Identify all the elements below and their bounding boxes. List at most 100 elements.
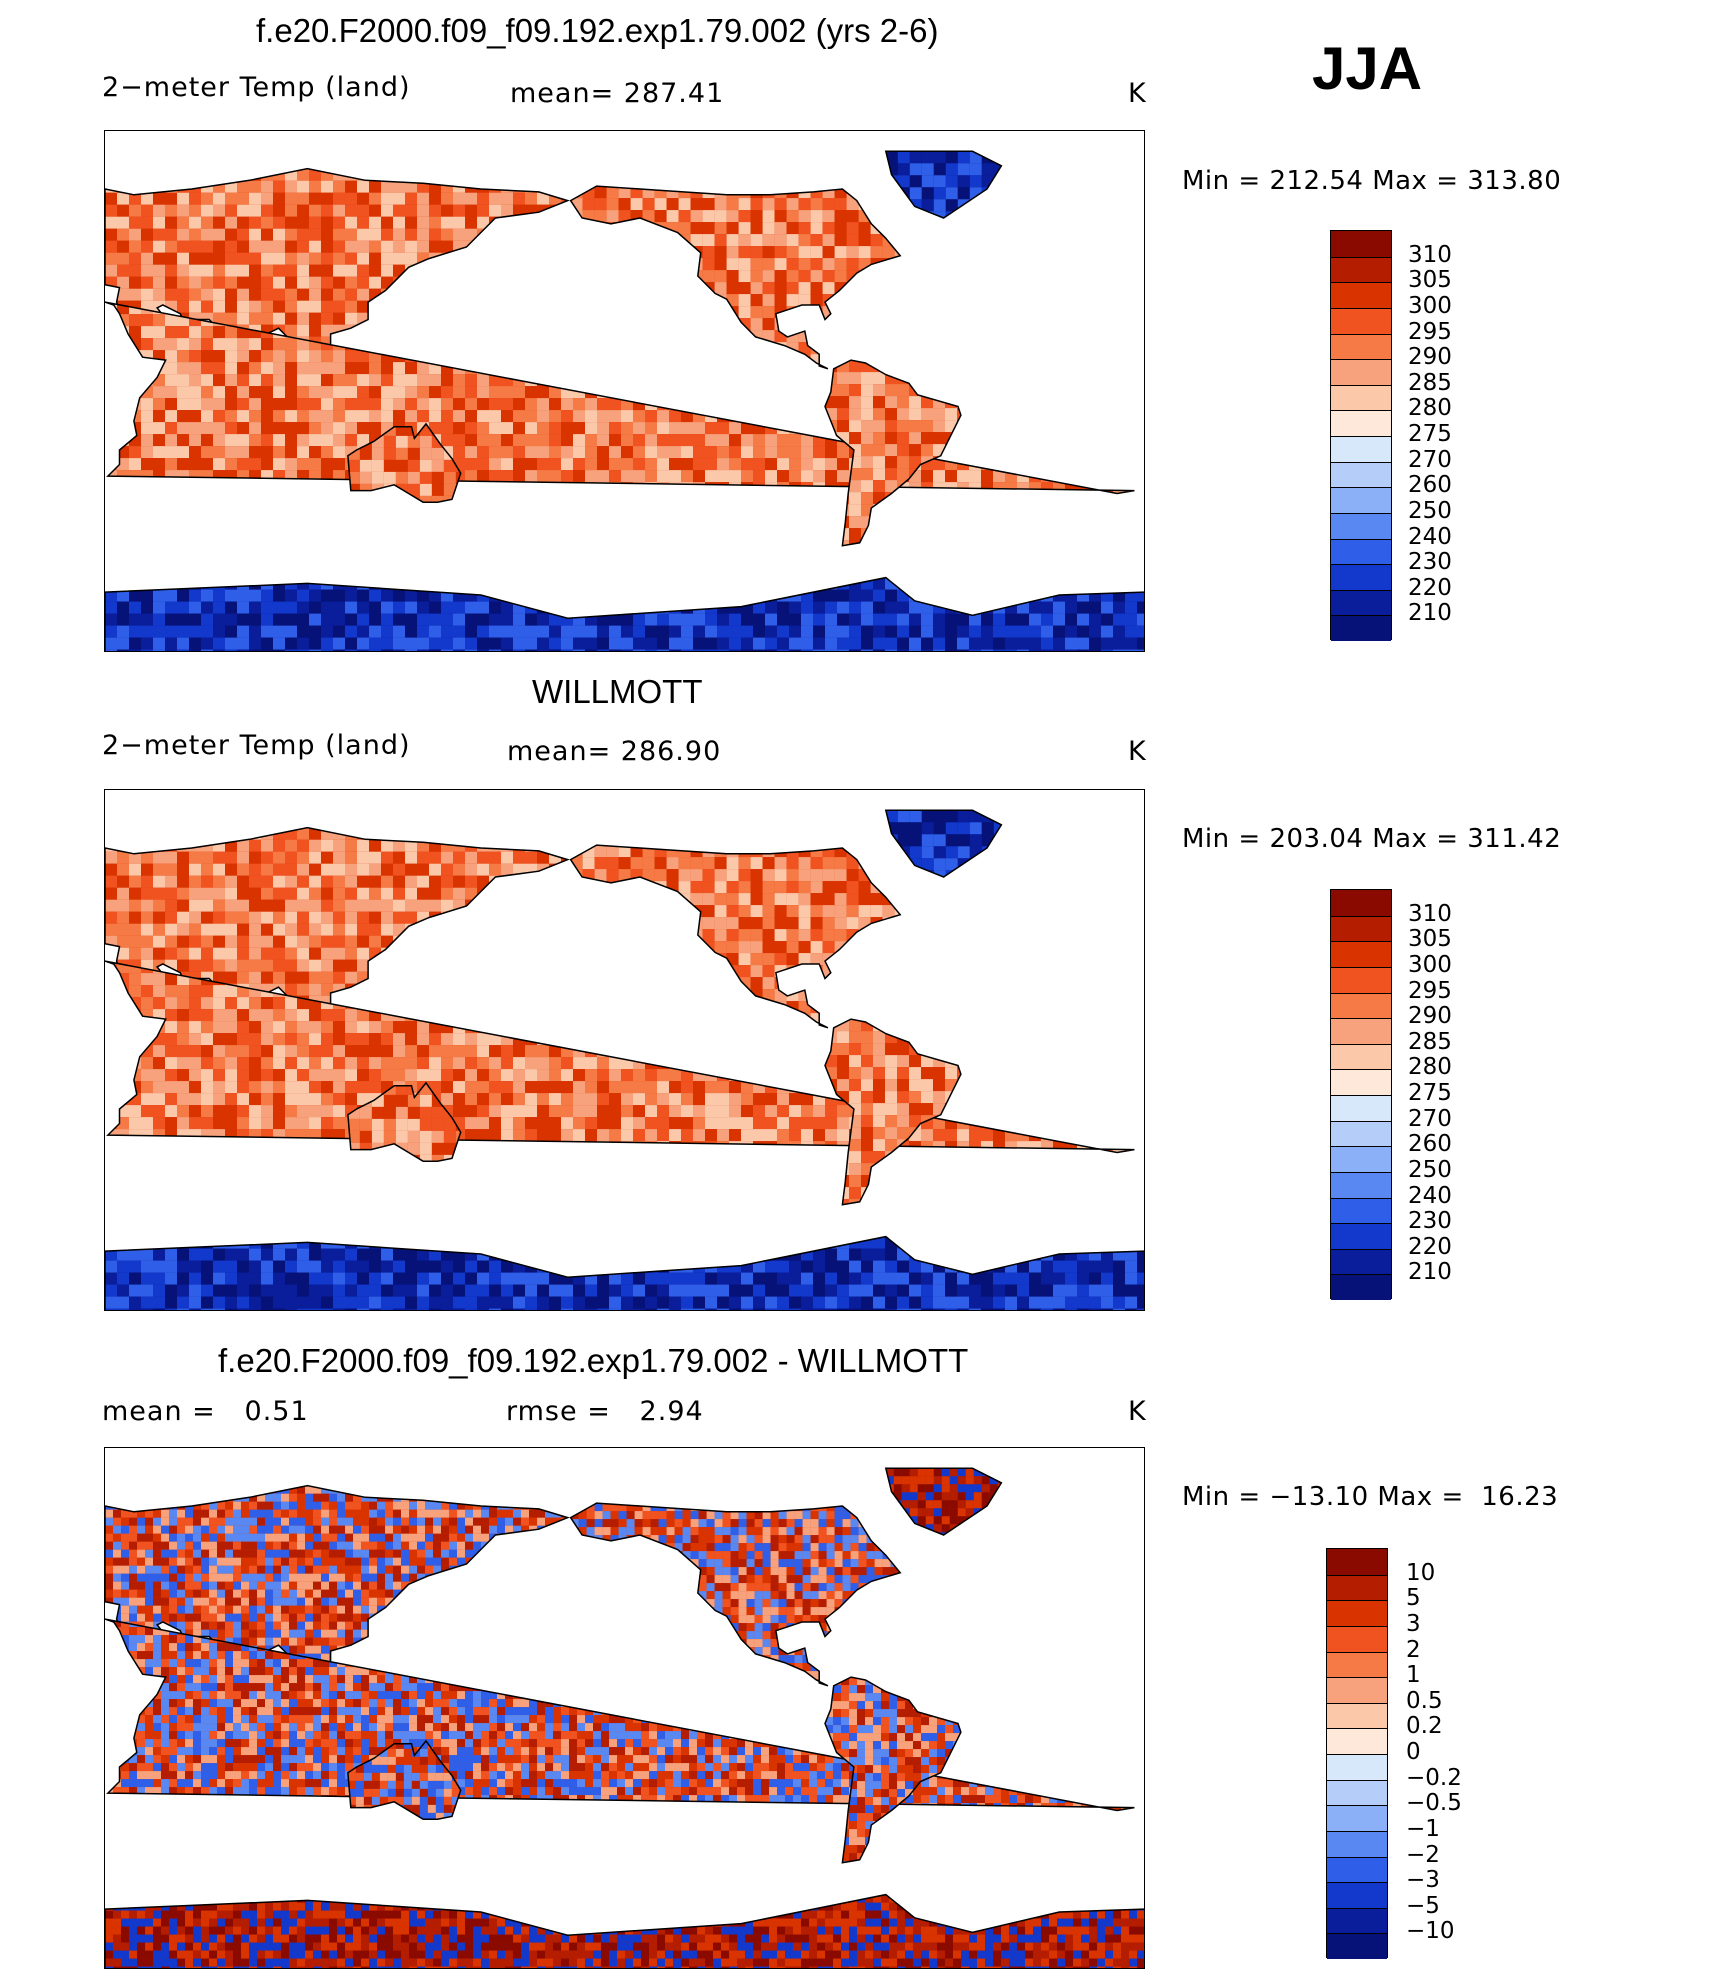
colorbar-tick-label: 3 [1406,1610,1421,1637]
colorbar-tick-label: 230 [1408,1208,1452,1235]
colorbar-tick-label: 285 [1408,369,1452,396]
colorbar-box [1327,1856,1387,1883]
colorbar-box [1327,1882,1387,1908]
coastline-greenland [884,809,1003,878]
colorbar-tick-label: 300 [1408,292,1452,319]
colorbar-tick-label: 290 [1408,344,1452,371]
colorbar-tick-label: 305 [1408,926,1452,953]
colorbar-box [1327,1677,1387,1703]
coastline-namerica [569,844,902,1029]
colorbar-box [1331,1248,1391,1275]
colorbar-tick-label: 240 [1408,1182,1452,1209]
coastline-antarctica [105,1235,1144,1310]
colorbar-tick-label: 210 [1408,600,1452,627]
coastline-greenland [884,1467,1003,1536]
colorbar-tick-label: 305 [1408,267,1452,294]
colorbar-box [1331,1018,1391,1044]
coastline-antarctica [105,1893,1144,1968]
coastline-samerica [824,359,962,547]
colorbar-tick-label: −10 [1406,1918,1455,1945]
colorbar-box [1331,231,1391,257]
colorbar-box [1331,1274,1391,1300]
panel-1-colorbar [1330,230,1392,641]
panel-2-colorbar [1330,889,1392,1300]
colorbar-box [1331,992,1391,1019]
panel-3-mean-label: mean = 0.51 [102,1396,309,1427]
colorbar-box [1331,589,1391,616]
colorbar-tick-label: 310 [1408,900,1452,927]
colorbar-tick-label: −5 [1406,1892,1440,1919]
colorbar-tick-label: 2 [1406,1636,1421,1663]
coastline-africa [105,301,1135,495]
colorbar-box [1327,1600,1387,1626]
world-map-svg [105,809,1144,1310]
colorbar-tick-label: −3 [1406,1867,1440,1894]
colorbar-box [1331,1069,1391,1095]
colorbar-tick-label: 5 [1406,1585,1421,1612]
colorbar-box [1331,359,1391,385]
panel-2-map [104,789,1145,1311]
landmass-namerica [570,845,901,1028]
colorbar-tick-label: 270 [1408,446,1452,473]
colorbar-tick-label: 290 [1408,1003,1452,1030]
season-label: JJA [1312,35,1423,102]
colorbar-box [1331,1223,1391,1249]
colorbar-box [1331,333,1391,360]
colorbar-tick-label: 260 [1408,472,1452,499]
panel-2-units-label: K [1128,736,1147,767]
panel-2-variable-label: 2−meter Temp (land) [102,730,411,761]
colorbar-box [1327,1651,1387,1678]
colorbar-box [1331,538,1391,565]
colorbar-box [1331,1146,1391,1172]
colorbar-box [1331,1043,1391,1070]
coastline-australia [347,1739,462,1820]
colorbar-box [1327,1779,1387,1806]
colorbar-box [1327,1574,1387,1601]
colorbar-box [1327,1830,1387,1857]
colorbar-box [1327,1805,1387,1831]
colorbar-box [1331,1197,1391,1224]
panel-3-title: f.e20.F2000.f09_f09.192.exp1.79.002 - WI… [218,1342,969,1379]
colorbar-tick-label: 230 [1408,549,1452,576]
colorbar-tick-label: −1 [1406,1815,1440,1842]
panel-2-mean-label: mean= 286.90 [507,736,722,767]
coastline-australia [347,422,462,503]
colorbar-tick-label: 250 [1408,1156,1452,1183]
world-map-svg [105,1467,1144,1968]
colorbar-box [1327,1549,1387,1575]
colorbar-tick-label: 260 [1408,1131,1452,1158]
colorbar-tick-label: −0.5 [1406,1790,1462,1817]
colorbar-tick-label: 280 [1408,395,1452,422]
colorbar-box [1331,461,1391,488]
colorbar-box [1331,564,1391,590]
colorbar-box [1327,1702,1387,1729]
coastline-samerica [824,1676,962,1864]
colorbar-box [1331,915,1391,942]
panel-1-variable-label: 2−meter Temp (land) [102,72,411,103]
colorbar-tick-label: 285 [1408,1028,1452,1055]
colorbar-box [1327,1933,1387,1959]
colorbar-tick-label: 10 [1406,1559,1436,1586]
colorbar-box [1331,1095,1391,1121]
colorbar-tick-label: 240 [1408,523,1452,550]
colorbar-box [1327,1728,1387,1754]
panel-2-minmax: Min = 203.04 Max = 311.42 [1182,824,1562,854]
colorbar-tick-label: 220 [1408,574,1452,601]
colorbar-tick-label: 280 [1408,1054,1452,1081]
colorbar-box [1331,307,1391,334]
landmass-namerica [570,1503,901,1686]
panel-3-minmax: Min = −13.10 Max = 16.23 [1182,1482,1559,1512]
colorbar-tick-label: 300 [1408,951,1452,978]
colorbar-tick-label: −0.2 [1406,1764,1462,1791]
colorbar-box [1331,966,1391,993]
coastline-australia [347,1081,462,1162]
colorbar-tick-label: 1 [1406,1662,1421,1689]
landmass-namerica [570,186,901,369]
colorbar-tick-label: −2 [1406,1841,1440,1868]
coastline-samerica [824,1018,962,1206]
colorbar-box [1331,487,1391,513]
panel-1-units-label: K [1128,78,1147,109]
colorbar-box [1331,282,1391,308]
panel-1-minmax: Min = 212.54 Max = 313.80 [1182,166,1562,196]
coastline-namerica [569,1502,902,1687]
